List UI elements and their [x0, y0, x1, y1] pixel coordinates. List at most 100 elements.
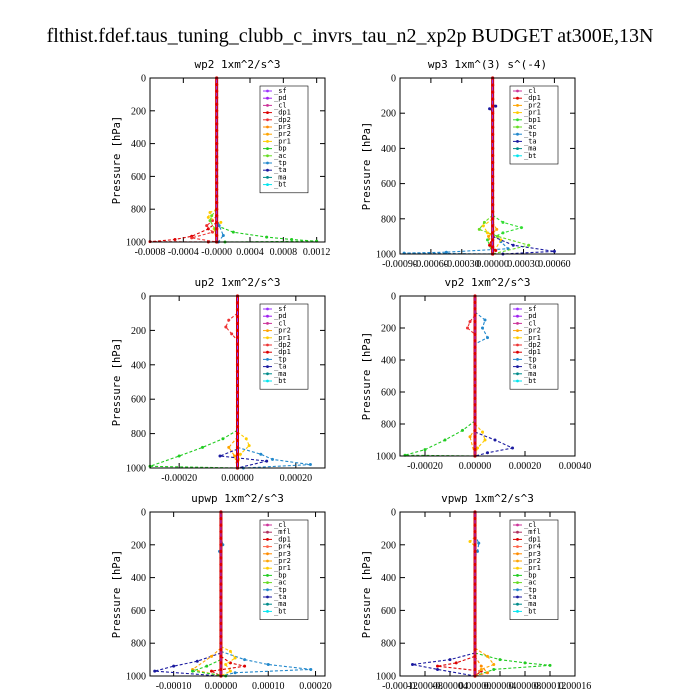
series-point — [224, 663, 228, 667]
y-axis-label: Pressure [hPa] — [111, 550, 123, 639]
total-marker — [215, 233, 219, 238]
y-tick-label: 200 — [381, 324, 396, 335]
panel-title: vpwp 1xm^2/s^3 — [441, 492, 534, 505]
total-marker — [235, 376, 240, 381]
series-line — [492, 235, 555, 255]
legend-entry: _ta — [524, 363, 537, 371]
legend-entry: _dp1 — [524, 348, 541, 356]
series-line — [469, 428, 476, 457]
x-tick-label: -0.00060 — [413, 259, 449, 270]
series-point — [231, 230, 235, 234]
series-point — [486, 671, 489, 675]
total-marker — [491, 139, 495, 143]
total-marker — [491, 210, 495, 214]
legend-entry: _bt — [274, 607, 287, 615]
total-marker — [215, 102, 219, 106]
legend-entry: _sf — [274, 87, 287, 95]
series-point — [494, 248, 498, 252]
total-marker — [215, 135, 219, 139]
total-marker — [473, 549, 477, 553]
y-tick-label: 0 — [391, 508, 396, 519]
legend-marker — [516, 365, 519, 368]
series-point — [466, 326, 469, 330]
series-line — [478, 214, 531, 255]
y-tick-label: 800 — [131, 639, 146, 650]
legend-entry: _ta — [274, 166, 287, 174]
total-marker — [235, 425, 240, 429]
legend-entry: _ma — [274, 370, 287, 378]
legend-marker — [516, 89, 519, 93]
legend-marker — [266, 545, 269, 548]
series-point — [153, 669, 157, 673]
total-marker — [473, 615, 477, 619]
total-marker — [473, 667, 477, 672]
series-line — [474, 647, 495, 677]
legend-entry: _dp2 — [274, 341, 291, 349]
legend-marker — [266, 552, 269, 556]
total-marker — [215, 168, 219, 172]
total-marker — [219, 615, 223, 619]
total-marker — [235, 342, 240, 346]
total-marker — [235, 411, 240, 415]
legend-marker — [516, 322, 519, 325]
total-marker — [219, 569, 223, 573]
total-marker — [473, 648, 477, 652]
series-point — [496, 234, 500, 238]
series-line — [225, 312, 238, 342]
total-marker — [215, 174, 219, 178]
series-point — [476, 446, 479, 450]
total-marker — [491, 104, 495, 108]
series-point — [191, 669, 195, 673]
series-point — [218, 454, 222, 458]
legend-entry: _dp1 — [274, 535, 291, 543]
y-tick-label: 800 — [131, 429, 146, 440]
series-point — [444, 250, 448, 254]
total-marker — [215, 214, 219, 218]
total-marker — [473, 339, 477, 343]
total-marker — [235, 418, 240, 422]
total-marker — [215, 109, 219, 113]
panel-title: up2 1xm^2/s^3 — [194, 276, 280, 289]
y-tick-label: 800 — [381, 214, 396, 225]
series-point — [233, 656, 237, 660]
total-marker — [215, 128, 219, 133]
legend-entry: _pr2 — [274, 557, 291, 565]
panel-title: wp2 1xm^2/s^3 — [194, 58, 280, 71]
total-marker — [473, 523, 477, 527]
legend-entry: _ac — [274, 152, 287, 160]
legend-entry: _cl — [274, 101, 287, 109]
total-marker — [491, 118, 495, 122]
total-marker — [473, 371, 477, 375]
y-tick-label: 200 — [131, 326, 146, 337]
total-marker — [235, 335, 240, 339]
x-tick-label: 0.00000 — [221, 473, 254, 484]
series-point — [501, 220, 505, 224]
total-marker — [473, 569, 477, 573]
x-tick-label: 0.00060 — [538, 259, 571, 270]
legend-marker — [266, 314, 269, 318]
y-axis-label: Pressure [hPa] — [111, 338, 123, 427]
total-marker — [215, 201, 219, 205]
series-point — [488, 243, 492, 247]
y-tick-label: 200 — [131, 106, 146, 117]
series-point — [483, 318, 487, 322]
plot-frame — [399, 511, 576, 677]
series-point — [205, 664, 209, 668]
series-point — [552, 249, 556, 253]
legend-entry: _pr1 — [274, 564, 291, 572]
series-point — [481, 430, 484, 434]
legend-entry: _pr3 — [524, 550, 541, 558]
series-point — [486, 451, 489, 455]
series-line — [191, 647, 222, 677]
total-marker — [235, 459, 240, 463]
series-point — [492, 663, 496, 667]
legend-entry: _dp1 — [524, 535, 541, 543]
legend-marker — [266, 372, 269, 376]
legend-marker — [266, 523, 269, 527]
series-point — [423, 448, 427, 452]
total-marker — [473, 390, 477, 394]
legend-entry: _bp — [524, 571, 537, 579]
series-point — [217, 224, 221, 228]
total-marker — [219, 576, 223, 580]
total-marker — [473, 307, 477, 311]
